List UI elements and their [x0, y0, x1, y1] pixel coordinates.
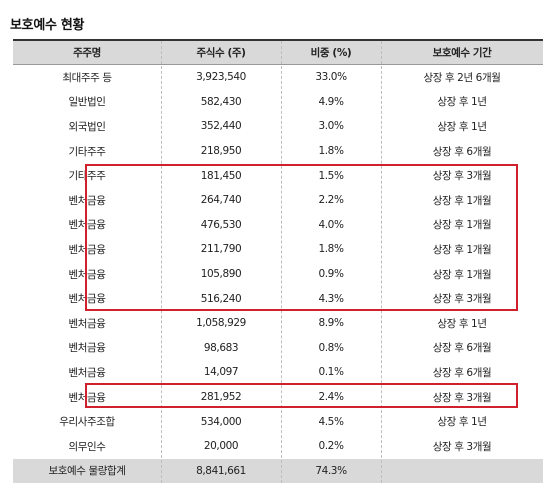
cell-ratio: 4.9%	[318, 95, 344, 108]
cell-ratio: 33.0%	[315, 71, 347, 84]
cell-period: 상장 후 3개월	[432, 170, 492, 183]
header-shareholder: 주주명	[73, 47, 101, 59]
cell-shareholder: 외국법인	[68, 120, 106, 133]
cell-ratio: 4.3%	[318, 292, 344, 305]
column-divider	[281, 41, 282, 484]
cell-shares: 105,890	[200, 268, 242, 281]
cell-shareholder: 벤처금융	[68, 342, 106, 355]
table-row: 일반법인 582,430 4.9% 상장 후 1년	[13, 90, 543, 115]
cell-period: 상장 후 6개월	[432, 366, 492, 379]
cell-period: 상장 후 1년	[437, 96, 487, 109]
cell-shares: 3,923,540	[196, 71, 246, 84]
total-label: 보호예수 물량합계	[48, 465, 126, 478]
table-row: 벤처금융 281,952 2.4% 상장 후 3개월	[13, 385, 543, 410]
table-row: 벤처금융 105,890 0.9% 상장 후 1개월	[13, 262, 543, 287]
cell-ratio: 1.5%	[318, 169, 344, 182]
header-period: 보호예수 기간	[432, 47, 492, 59]
cell-shares: 582,430	[200, 95, 242, 108]
cell-ratio: 8.9%	[318, 317, 344, 330]
cell-shares: 20,000	[203, 440, 239, 453]
cell-period: 상장 후 1년	[437, 317, 487, 330]
table-row: 벤처금융 14,097 0.1% 상장 후 6개월	[13, 360, 543, 385]
cell-shares: 14,097	[203, 366, 239, 379]
table-row: 우리사주조합 534,000 4.5% 상장 후 1년	[13, 409, 543, 434]
cell-shares: 516,240	[200, 292, 242, 305]
cell-shareholder: 일반법인	[68, 96, 106, 109]
cell-shares: 98,683	[203, 341, 239, 354]
cell-ratio: 2.4%	[318, 391, 344, 404]
table-row: 벤처금융 1,058,929 8.9% 상장 후 1년	[13, 311, 543, 336]
cell-shareholder: 기타주주	[68, 170, 106, 183]
cell-shares: 476,530	[200, 218, 242, 231]
cell-ratio: 0.2%	[318, 440, 344, 453]
cell-period: 상장 후 3개월	[432, 440, 492, 453]
table-row: 벤처금융 98,683 0.8% 상장 후 6개월	[13, 336, 543, 361]
cell-shares: 281,952	[200, 391, 242, 404]
header-ratio: 비중 (%)	[310, 47, 352, 59]
cell-shareholder: 벤처금융	[68, 243, 106, 256]
cell-shareholder: 의무인수	[68, 440, 106, 453]
cell-period: 상장 후 1개월	[432, 194, 492, 207]
table-total-row: 보호예수 물량합계 8,841,661 74.3%	[13, 458, 543, 484]
cell-shares: 352,440	[200, 120, 242, 133]
cell-shareholder: 벤처금융	[68, 293, 106, 306]
cell-ratio: 0.9%	[318, 268, 344, 281]
table-row: 벤처금융 516,240 4.3% 상장 후 3개월	[13, 286, 543, 311]
cell-period: 상장 후 6개월	[432, 145, 492, 158]
cell-period: 상장 후 1개월	[432, 219, 492, 232]
cell-ratio: 2.2%	[318, 194, 344, 207]
cell-shareholder: 최대주주 등	[62, 71, 112, 84]
cell-ratio: 0.8%	[318, 341, 344, 354]
cell-shares: 264,740	[200, 194, 242, 207]
cell-shares: 181,450	[200, 169, 242, 182]
cell-period: 상장 후 1개월	[432, 268, 492, 281]
page-title: 보호예수 현황	[10, 18, 85, 33]
cell-period: 상장 후 1개월	[432, 243, 492, 256]
cell-shareholder: 우리사주조합	[59, 416, 115, 429]
table-row: 벤처금융 264,740 2.2% 상장 후 1개월	[13, 188, 543, 213]
table-header-row: 주주명 주식수 (주) 비중 (%) 보호예수 기간	[13, 41, 543, 65]
table-row: 의무인수 20,000 0.2% 상장 후 3개월	[13, 434, 543, 459]
cell-ratio: 3.0%	[318, 120, 344, 133]
cell-period: 상장 후 6개월	[432, 342, 492, 355]
header-shares: 주식수 (주)	[196, 47, 246, 59]
total-ratio: 74.3%	[315, 464, 347, 477]
cell-shareholder: 벤처금융	[68, 268, 106, 281]
table-row: 외국법인 352,440 3.0% 상장 후 1년	[13, 114, 543, 139]
cell-shares: 211,790	[200, 243, 242, 256]
cell-shareholder: 벤처금융	[68, 194, 106, 207]
cell-ratio: 4.5%	[318, 415, 344, 428]
cell-ratio: 4.0%	[318, 218, 344, 231]
cell-shares: 218,950	[200, 145, 242, 158]
cell-shareholder: 벤처금융	[68, 391, 106, 404]
cell-ratio: 1.8%	[318, 243, 344, 256]
table-row: 기타주주 218,950 1.8% 상장 후 6개월	[13, 139, 543, 164]
column-divider	[381, 41, 382, 484]
cell-shareholder: 벤처금융	[68, 219, 106, 232]
cell-shareholder: 벤처금융	[68, 366, 106, 379]
cell-period: 상장 후 2년 6개월	[423, 71, 501, 84]
cell-period: 상장 후 3개월	[432, 391, 492, 404]
cell-shares: 1,058,929	[196, 317, 246, 330]
lockup-table: 주주명 주식수 (주) 비중 (%) 보호예수 기간 최대주주 등 3,923,5…	[13, 39, 543, 484]
cell-shareholder: 벤처금융	[68, 317, 106, 330]
cell-period: 상장 후 3개월	[432, 293, 492, 306]
column-divider	[161, 41, 162, 484]
total-shares: 8,841,661	[196, 464, 246, 477]
cell-shareholder: 기타주주	[68, 145, 106, 158]
cell-period: 상장 후 1년	[437, 416, 487, 429]
cell-period: 상장 후 1년	[437, 120, 487, 133]
cell-ratio: 0.1%	[318, 366, 344, 379]
table-row: 기타주주 181,450 1.5% 상장 후 3개월	[13, 163, 543, 188]
table-row: 벤처금융 211,790 1.8% 상장 후 1개월	[13, 237, 543, 262]
cell-ratio: 1.8%	[318, 145, 344, 158]
table-row: 벤처금융 476,530 4.0% 상장 후 1개월	[13, 213, 543, 238]
table-row: 최대주주 등 3,923,540 33.0% 상장 후 2년 6개월	[13, 65, 543, 90]
cell-shares: 534,000	[200, 415, 242, 428]
